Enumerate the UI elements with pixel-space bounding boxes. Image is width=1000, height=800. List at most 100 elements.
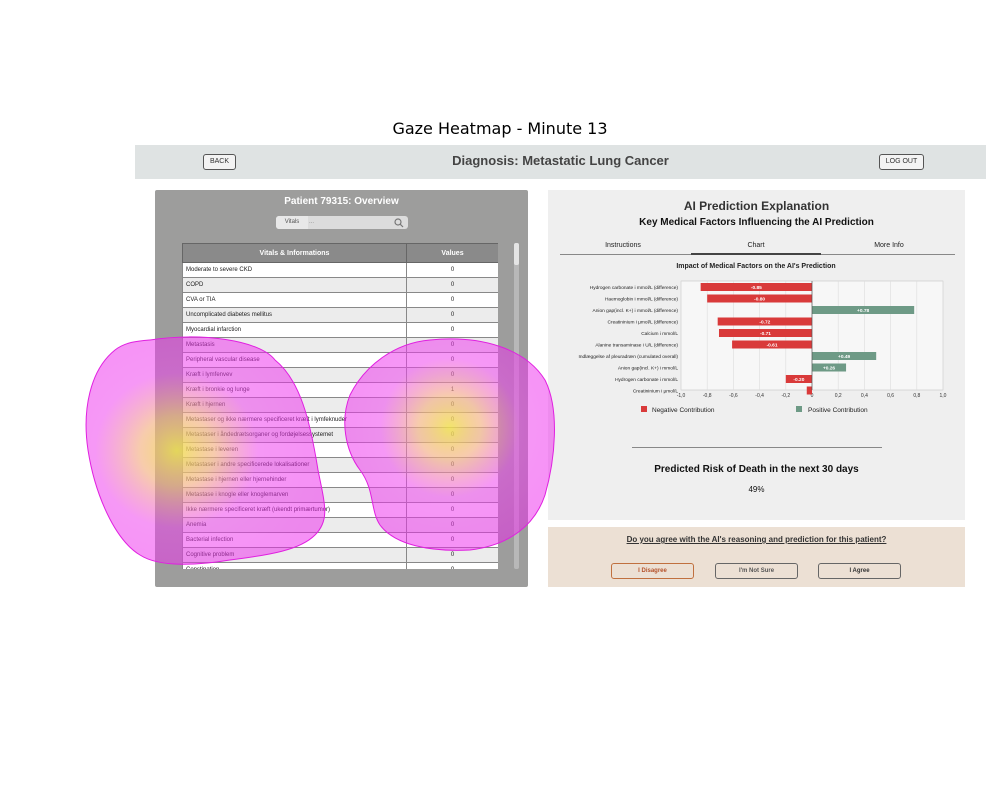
- bar: [707, 294, 812, 303]
- x-tick-label: 0: [811, 393, 814, 399]
- table-row: Metastaser i åndedrætsorganer og fordøje…: [182, 427, 498, 443]
- data-label: +0.26: [823, 365, 835, 371]
- bar: [717, 317, 812, 326]
- legend-swatch-negative: [641, 406, 647, 412]
- data-label: -0.72: [759, 319, 770, 325]
- feedback-panel: Do you agree with the AI's reasoning and…: [548, 527, 965, 587]
- table-row: Metastase i knogle eller knoglemarven 0: [182, 487, 498, 503]
- bar: [806, 386, 812, 395]
- table-row: Metastaser og ikke nærmere specificeret …: [182, 412, 498, 428]
- vital-name: Uncomplicated diabetes mellitus: [182, 307, 407, 323]
- ai-explanation-panel: AI Prediction Explanation Key Medical Fa…: [548, 190, 965, 520]
- vitals-table-container: Vitals & Informations Values Moderate to…: [182, 243, 498, 569]
- vital-name: COPD: [182, 277, 407, 293]
- table-row: Kræft i lymfenvev 0: [182, 367, 498, 383]
- tab-chart[interactable]: Chart: [747, 242, 765, 249]
- vital-value: 0: [406, 532, 498, 548]
- table-row: Constipation0: [182, 562, 498, 569]
- app-header: BACK Diagnosis: Metastatic Lung Cancer L…: [135, 145, 986, 179]
- explanation-subtitle: Key Medical Factors Influencing the AI P…: [639, 217, 874, 228]
- factor-impact-chart: Impact of Medical Factors on the AI's Pr…: [579, 263, 947, 414]
- legend-label-positive: Positive Contribution: [808, 407, 868, 414]
- table-row: Kræft i hjernen 0: [182, 397, 498, 413]
- vital-name: Metastaser i andre specificerede lokalis…: [182, 457, 407, 473]
- vital-value: 0: [406, 412, 498, 428]
- vital-name: Peripheral vascular disease: [182, 352, 407, 368]
- vital-value: 1: [406, 382, 498, 398]
- table-scrollbar[interactable]: [514, 243, 519, 569]
- vital-name: Metastasis: [182, 337, 407, 353]
- data-label: -0.80: [754, 296, 765, 302]
- logout-button[interactable]: LOG OUT: [879, 154, 924, 170]
- bar: [700, 283, 812, 291]
- vital-value: 0: [406, 562, 498, 569]
- search-category-label[interactable]: Vitals: [276, 216, 308, 229]
- table-row: COPD 0: [182, 277, 498, 293]
- data-label: -0.61: [767, 342, 778, 348]
- table-row: Metastase i leveren 0: [182, 442, 498, 458]
- bar: [812, 306, 915, 314]
- category-label: Hydrogen carbonate i mmol/L (difference): [590, 285, 679, 291]
- vital-name: Kræft i hjernen: [182, 397, 407, 413]
- vital-value: 0: [406, 442, 498, 458]
- bar: [718, 329, 812, 337]
- x-tick-label: -0,6: [729, 393, 738, 399]
- bar: [812, 352, 877, 360]
- back-button[interactable]: BACK: [203, 154, 236, 170]
- vital-value: 0: [406, 547, 498, 563]
- tab-more-info[interactable]: More Info: [874, 242, 904, 249]
- vital-value: 0: [406, 457, 498, 473]
- x-tick-label: -0,2: [781, 393, 790, 399]
- legend-label-negative: Negative Contribution: [652, 407, 715, 414]
- vital-name: Ikke nærmere specificeret kræft (ukendt …: [182, 502, 407, 518]
- vital-name: Myocardial infarction: [182, 322, 407, 338]
- vital-value: 0: [406, 367, 498, 383]
- vital-name: Metastase i leveren: [182, 442, 407, 458]
- vital-name: Metastaser i åndedrætsorganer og fordøje…: [182, 427, 407, 443]
- category-label: Haemoglobin i mmol/L (difference): [605, 297, 678, 303]
- chart-title: Impact of Medical Factors on the AI's Pr…: [676, 263, 835, 270]
- vital-value: 0: [406, 472, 498, 488]
- x-tick-label: -1,0: [677, 393, 686, 399]
- table-row: Uncomplicated diabetes mellitus 0: [182, 307, 498, 323]
- table-row: Moderate to severe CKD 0: [182, 262, 498, 278]
- search-input[interactable]: ...: [309, 219, 315, 225]
- table-row: Cognitive problem 0: [182, 547, 498, 563]
- data-label: -0.20: [793, 377, 804, 383]
- not-sure-button[interactable]: I'm Not Sure: [715, 563, 798, 579]
- data-label: +0.49: [838, 354, 850, 360]
- data-label: -0.85: [751, 285, 762, 291]
- risk-title: Predicted Risk of Death in the next 30 d…: [654, 464, 859, 475]
- vital-value: 0: [406, 292, 498, 308]
- vital-value: 0: [406, 427, 498, 443]
- vital-value: 0: [406, 322, 498, 338]
- agree-button[interactable]: I Agree: [818, 563, 901, 579]
- vital-value: 0: [406, 262, 498, 278]
- data-label: -0.71: [760, 331, 771, 337]
- x-tick-label: -0,4: [755, 393, 764, 399]
- data-label: +0.78: [857, 308, 869, 314]
- bar: [732, 340, 812, 349]
- table-row: Kræft i bronkie og lunge 1: [182, 382, 498, 398]
- column-header-values: Values: [406, 243, 498, 263]
- table-row: Peripheral vascular disease 0: [182, 352, 498, 368]
- table-row: Myocardial infarction 0: [182, 322, 498, 338]
- table-row: Metastase i hjernen eller hjernehinder 0: [182, 472, 498, 488]
- category-label: Alanine transaminase i U/L (difference): [595, 343, 678, 349]
- tab-instructions[interactable]: Instructions: [605, 242, 641, 249]
- category-label: Calcium i mmol/L: [641, 331, 678, 337]
- disagree-button[interactable]: I Disagree: [611, 563, 694, 579]
- vital-name: Moderate to severe CKD: [182, 262, 407, 278]
- vital-name: Bacterial infection: [182, 532, 407, 548]
- figure-title: Gaze Heatmap - Minute 13: [392, 119, 608, 138]
- vital-value: 0: [406, 277, 498, 293]
- vital-value: 0: [406, 487, 498, 503]
- vitals-search[interactable]: Vitals ...: [276, 216, 408, 229]
- vital-value: 0: [406, 502, 498, 518]
- page-title: Diagnosis: Metastatic Lung Cancer: [452, 153, 669, 168]
- search-icon[interactable]: [394, 218, 404, 228]
- table-row: Metastaser i andre specificerede lokalis…: [182, 457, 498, 473]
- scrollbar-thumb[interactable]: [514, 243, 519, 265]
- vital-value: 0: [406, 352, 498, 368]
- x-tick-label: 0,6: [887, 393, 894, 399]
